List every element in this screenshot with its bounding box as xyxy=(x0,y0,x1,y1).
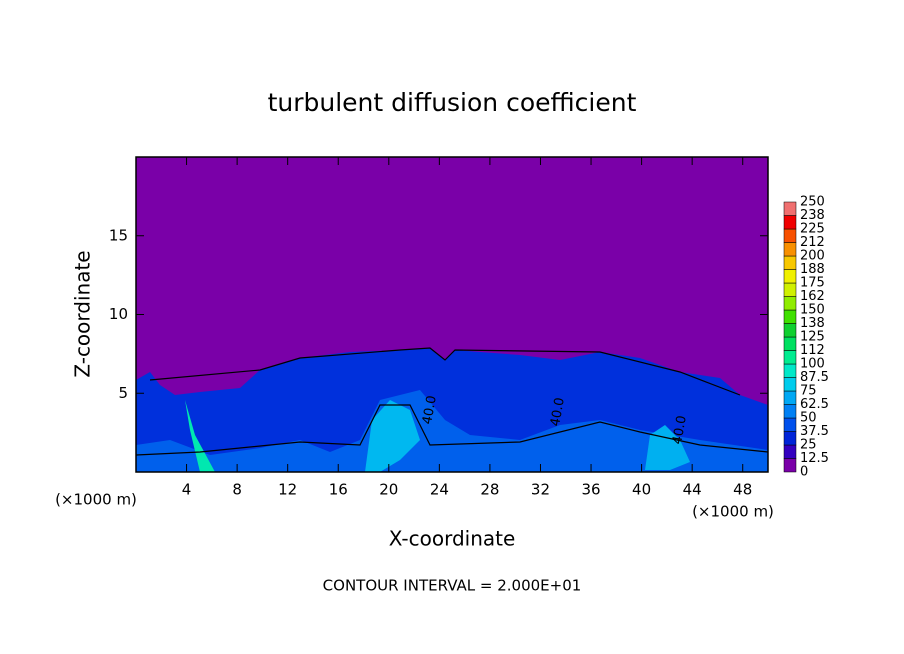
colorbar-band xyxy=(783,431,797,446)
field xyxy=(135,157,769,472)
colorbar-band xyxy=(783,269,797,284)
x-tick-label: 12 xyxy=(278,481,297,499)
colorbar-label: 188 xyxy=(800,262,825,277)
y-tick-label: 10 xyxy=(109,305,128,323)
x-tick-label: 4 xyxy=(182,481,192,499)
x-unit-right: (×1000 m) xyxy=(692,503,774,521)
colorbar-label: 162 xyxy=(800,289,825,304)
colorbar-label: 250 xyxy=(800,195,825,210)
colorbar-band xyxy=(783,458,797,473)
x-tick-label: 44 xyxy=(683,481,702,499)
footer: CONTOUR INTERVAL = 2.000E+01 xyxy=(323,577,582,595)
x-tick-label: 8 xyxy=(232,481,242,499)
colorbar-band xyxy=(783,282,797,297)
x-tick-label: 48 xyxy=(733,481,752,499)
y-tick-label: 5 xyxy=(118,384,128,402)
x-axis-label: X-coordinate xyxy=(389,527,516,551)
colorbar-label: 62.5 xyxy=(800,397,829,412)
colorbar-label: 75 xyxy=(800,384,817,399)
colorbar-label: 200 xyxy=(800,249,825,264)
colorbar-band xyxy=(783,242,797,257)
colorbar-band xyxy=(783,201,797,216)
x-tick-label: 20 xyxy=(379,481,398,499)
colorbar-band xyxy=(783,309,797,324)
colorbar-band xyxy=(783,296,797,311)
x-tick-label: 24 xyxy=(430,481,449,499)
colorbar-label: 100 xyxy=(800,357,825,372)
contour-label: 40.0 xyxy=(548,396,568,427)
colorbar-band xyxy=(783,215,797,230)
contour-label: 40.0 xyxy=(420,394,440,425)
colorbar-label: 150 xyxy=(800,303,825,318)
colorbar-label: 225 xyxy=(800,222,825,237)
x-tick-label: 36 xyxy=(581,481,600,499)
colorbar-band xyxy=(783,323,797,338)
colorbar-band xyxy=(783,363,797,378)
colorbar-label: 125 xyxy=(800,330,825,345)
x-tick-label: 32 xyxy=(531,481,550,499)
colorbar-band xyxy=(783,377,797,392)
colorbar-label: 175 xyxy=(800,276,825,291)
x-tick-label: 28 xyxy=(480,481,499,499)
colorbar-label: 0 xyxy=(800,465,808,480)
y-axis-label: Z-coordinate xyxy=(71,250,95,377)
colorbar-label: 37.5 xyxy=(800,424,829,439)
colorbar-label: 50 xyxy=(800,411,817,426)
colorbar-label: 112 xyxy=(800,343,825,358)
colorbar-band xyxy=(783,404,797,419)
colorbar-label: 87.5 xyxy=(800,370,829,385)
colorbar-label: 138 xyxy=(800,316,825,331)
colorbar-band xyxy=(783,350,797,365)
x-unit: (×1000 m) xyxy=(55,491,137,509)
colorbar-label: 25 xyxy=(800,438,817,453)
colorbar-band xyxy=(783,417,797,432)
colorbar-label: 212 xyxy=(800,235,825,250)
colorbar-band xyxy=(783,228,797,243)
colorbar-label: 238 xyxy=(800,208,825,223)
colorbar-band xyxy=(783,390,797,405)
colorbar-band xyxy=(783,255,797,270)
colorbar-label: 12.5 xyxy=(800,451,829,466)
chart-title: turbulent diffusion coefficient xyxy=(268,88,637,117)
contour-label: 40.0 xyxy=(670,414,690,445)
colorbar-band xyxy=(783,336,797,351)
y-tick-label: 15 xyxy=(109,226,128,244)
x-tick-label: 40 xyxy=(632,481,651,499)
x-tick-label: 16 xyxy=(329,481,348,499)
colorbar-band xyxy=(783,444,797,459)
